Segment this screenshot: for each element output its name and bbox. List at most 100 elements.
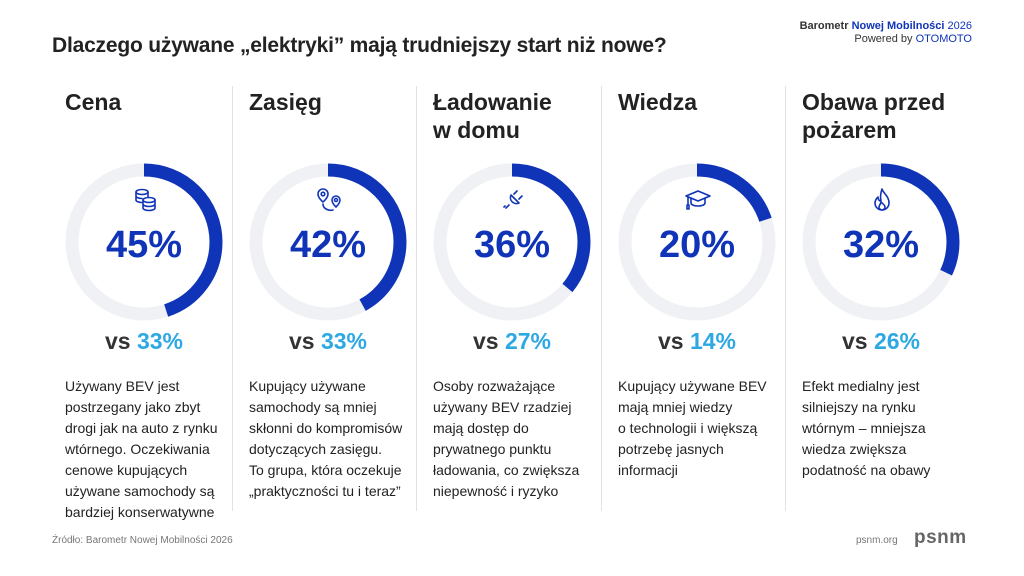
description-line: mają mniej wiedzy — [618, 399, 733, 415]
column-heading: Wiedza — [618, 88, 788, 148]
description-line: mają dostęp do — [433, 420, 529, 436]
heading-line: Cena — [65, 89, 122, 115]
description-line: Efekt medialny jest — [802, 378, 920, 394]
description-line: Osoby rozważające — [433, 378, 556, 394]
description-line: dotyczących zasięgu. — [249, 441, 383, 457]
percentage-value: 42% — [289, 224, 367, 266]
graduation-cap-icon — [685, 190, 711, 210]
vs-label: vs — [472, 328, 499, 354]
progress-ring — [802, 163, 960, 321]
progress-ring — [433, 163, 591, 321]
description-line: używane samochody są — [65, 483, 215, 499]
description-line: silniejszy na rynku — [802, 399, 916, 415]
description: Kupujący używane samochody są mniej skłonn… — [249, 376, 429, 502]
plug-icon — [503, 190, 523, 209]
description-line: potrzebę jasnych — [618, 441, 724, 457]
heading-line: pożarem — [802, 117, 897, 143]
ring-fill — [65, 163, 223, 321]
brand-year: 2026 — [944, 20, 972, 32]
ring-fill — [618, 163, 776, 321]
vs-label: vs — [841, 328, 868, 354]
description-line: podatność na obawy — [802, 462, 931, 478]
description-line: skłonni do kompromisów — [249, 420, 403, 436]
vs-label: vs — [104, 328, 131, 354]
stat-column: Ładowanie w domu 36% vs 27% Osoby rozważa… — [433, 88, 603, 499]
heading-line: Ładowanie — [433, 89, 552, 115]
column-divider — [601, 86, 602, 511]
column-divider — [416, 86, 417, 511]
description-line: informacji — [618, 462, 678, 478]
progress-ring — [249, 163, 407, 321]
comparison-value: 26% — [873, 328, 921, 354]
heading-line: w domu — [433, 117, 520, 143]
comparison-value: 14% — [689, 328, 737, 354]
page-title: Dlaczego używane „elektryki” mają trudni… — [52, 34, 667, 57]
comparison-value: 33% — [136, 328, 184, 354]
percentage-value: 20% — [658, 224, 736, 266]
psnm-logo: psnm — [914, 527, 967, 548]
column-divider — [785, 86, 786, 511]
percentage-value: 36% — [473, 224, 551, 266]
progress-ring — [65, 163, 223, 321]
description-line: samochody są mniej — [249, 399, 377, 415]
vs-label: vs — [288, 328, 315, 354]
comparison-value: 33% — [320, 328, 368, 354]
description-line: wiedza zwiększa — [802, 441, 907, 457]
site-url: psnm.org — [856, 535, 898, 546]
comparison: vs 33% — [65, 328, 223, 355]
brand-block: Barometr Nowej Mobilności 2026 Powered b… — [800, 20, 972, 46]
description-line: wtórnego. Oczekiwania — [65, 441, 210, 457]
route-pins-icon — [317, 188, 341, 212]
source-note: Źródło: Barometr Nowej Mobilności 2026 — [52, 535, 233, 546]
coins-icon — [135, 188, 156, 212]
description: Efekt medialny jest silniejszy na rynku wt… — [802, 376, 982, 481]
description-line: To grupa, która oczekuje — [249, 462, 402, 478]
column-heading: Zasięg — [249, 88, 419, 148]
description-line: postrzegany jako zbyt — [65, 399, 201, 415]
percentage-value: 45% — [105, 224, 183, 266]
brand-text: Nowej Mobilności — [851, 20, 945, 32]
stat-column: Zasięg 42% vs 33% Kupujący używane samoch… — [249, 88, 419, 499]
heading-line: Zasięg — [249, 89, 322, 115]
stat-column: Cena 45% vs 33% Używany BEV jest postrzeg… — [65, 88, 235, 520]
column-heading: Obawa przed pożarem — [802, 88, 972, 148]
description-line: cenowe kupujących — [65, 462, 188, 478]
comparison: vs 26% — [802, 328, 960, 355]
flame-icon — [874, 188, 890, 211]
description-line: niepewność i ryzyko — [433, 483, 559, 499]
description-line: używany BEV rzadziej — [433, 399, 572, 415]
comparison: vs 33% — [249, 328, 407, 355]
ring-fill — [433, 163, 591, 321]
ring-fill — [249, 163, 407, 321]
comparison: vs 14% — [618, 328, 776, 355]
description: Używany BEV jest postrzegany jako zbyt dro… — [65, 376, 245, 523]
powered-by: Powered by — [854, 33, 916, 45]
column-heading: Cena — [65, 88, 235, 148]
description: Kupujący używane BEV mają mniej wiedzy o t… — [618, 376, 798, 481]
description-line: ładowania, co zwiększa — [433, 462, 580, 478]
column-divider — [232, 86, 233, 511]
description-line: prywatnego punktu — [433, 441, 552, 457]
column-heading: Ładowanie w domu — [433, 88, 603, 148]
description: Osoby rozważające używany BEV rzadziej maj… — [433, 376, 613, 502]
otomoto-brand: OTOMOTO — [915, 33, 972, 45]
description-line: Kupujący używane — [249, 378, 366, 394]
description-line: drogi jak na auto z rynku — [65, 420, 218, 436]
comparison: vs 27% — [433, 328, 591, 355]
progress-ring — [618, 163, 776, 321]
description-line: Używany BEV jest — [65, 378, 180, 394]
stat-column: Obawa przed pożarem 32% vs 26% Efekt medi… — [802, 88, 972, 478]
description-line: wtórnym – mniejsza — [802, 420, 926, 436]
heading-line: Wiedza — [618, 89, 698, 115]
brand-text: Barometr — [799, 20, 852, 32]
description-line: o technologii i większą — [618, 420, 758, 436]
ring-fill — [802, 163, 960, 321]
heading-line: Obawa przed — [802, 89, 946, 115]
percentage-value: 32% — [842, 224, 920, 266]
stat-column: Wiedza 20% vs 14% Kupujący używane BEV ma… — [618, 88, 788, 478]
description-line: „praktyczności tu i teraz” — [249, 483, 401, 499]
vs-label: vs — [657, 328, 684, 354]
comparison-value: 27% — [504, 328, 552, 354]
description-line: Kupujący używane BEV — [618, 378, 767, 394]
description-line: bardziej konserwatywne — [65, 504, 215, 520]
